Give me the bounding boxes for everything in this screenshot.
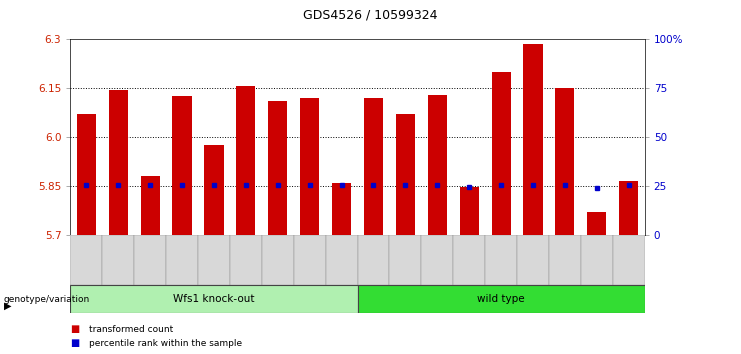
Bar — [236, 86, 256, 235]
Text: ■: ■ — [70, 324, 79, 334]
Bar — [555, 88, 574, 235]
Bar — [77, 114, 96, 235]
Bar — [491, 72, 511, 235]
Bar — [357, 285, 645, 313]
Bar — [102, 235, 134, 285]
Text: ■: ■ — [70, 338, 79, 348]
Text: ▶: ▶ — [4, 301, 11, 311]
Text: transformed count: transformed count — [89, 325, 173, 334]
Bar — [198, 235, 230, 285]
Bar — [485, 235, 517, 285]
Bar — [166, 235, 198, 285]
Bar — [230, 235, 262, 285]
Bar — [517, 235, 549, 285]
Bar — [390, 235, 422, 285]
Bar — [422, 235, 453, 285]
Bar — [581, 235, 613, 285]
Bar — [325, 235, 357, 285]
Bar — [357, 235, 390, 285]
Bar — [300, 98, 319, 235]
Text: wild type: wild type — [477, 294, 525, 304]
Bar — [262, 235, 293, 285]
Text: genotype/variation: genotype/variation — [4, 295, 90, 304]
Bar — [364, 98, 383, 235]
Bar — [141, 177, 160, 235]
Bar — [396, 114, 415, 235]
Bar — [549, 235, 581, 285]
Text: Wfs1 knock-out: Wfs1 knock-out — [173, 294, 255, 304]
Text: GDS4526 / 10599324: GDS4526 / 10599324 — [303, 9, 438, 22]
Bar — [619, 181, 638, 235]
Bar — [293, 235, 325, 285]
Bar — [332, 183, 351, 235]
Bar — [70, 285, 357, 313]
Bar — [459, 187, 479, 235]
Bar — [134, 235, 166, 285]
Bar — [70, 235, 102, 285]
Bar — [428, 95, 447, 235]
Bar — [613, 235, 645, 285]
Bar — [205, 145, 224, 235]
Bar — [173, 96, 192, 235]
Bar — [523, 44, 542, 235]
Bar — [268, 101, 288, 235]
Bar — [109, 90, 127, 235]
Bar — [453, 235, 485, 285]
Text: percentile rank within the sample: percentile rank within the sample — [89, 339, 242, 348]
Bar — [587, 212, 606, 235]
